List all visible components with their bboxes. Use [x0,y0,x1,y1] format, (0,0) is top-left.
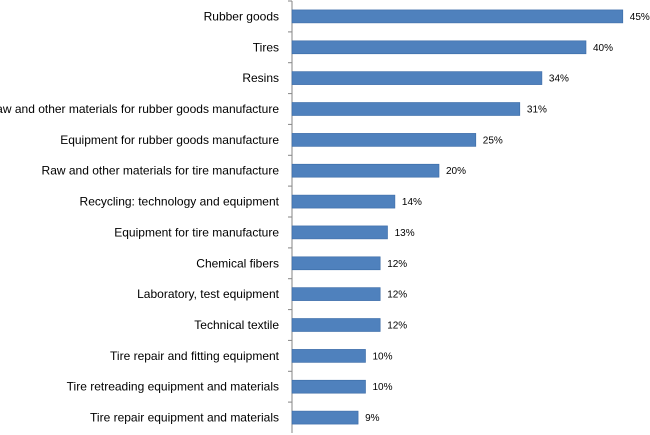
category-label: Recycling: technology and equipment [80,195,280,209]
category-label: Rubber goods [204,9,279,23]
category-label: Raw and other materials for tire manufac… [42,164,280,178]
data-label: 10% [373,351,393,362]
data-label: 34% [549,74,569,85]
data-label: 25% [483,135,503,146]
data-label: 40% [593,43,613,54]
data-label: 20% [446,166,466,177]
category-label: Equipment for rubber goods manufacture [60,133,279,147]
bar [291,256,381,271]
data-label: 14% [402,197,422,208]
bar [291,225,388,240]
bar [291,287,381,301]
category-labels: Rubber goods Tires Resins Raw and other mat… [0,9,280,424]
category-label: Equipment for tire manufacture [114,225,279,239]
bar [291,102,521,116]
data-label: 9% [365,413,380,424]
bar [291,40,587,55]
bar [291,9,624,24]
category-label: Raw and other materials for rubber goods… [0,102,279,116]
bar [291,133,477,147]
bar [291,194,396,209]
category-label: Laboratory, test equipment [137,287,280,301]
category-label: Tire retreading equipment and materials [67,380,279,394]
data-label: 13% [395,228,415,239]
bar [291,379,366,394]
category-label: Chemical fibers [196,256,279,270]
category-label: Resins [242,71,279,85]
bar [291,318,381,332]
bar [291,163,440,178]
bar [291,410,359,425]
data-label: 12% [387,290,407,301]
bar-group [288,0,624,425]
data-label: 12% [387,259,407,270]
data-labels: 45% 40% 34% 31% 25% 20% 14% 13% 12% 12% 12% 10% 10% 9… [365,12,650,424]
bar [291,349,366,363]
bar [291,71,543,85]
category-label: Tire repair equipment and materials [90,411,279,425]
data-label: 10% [373,382,393,393]
data-label: 12% [387,321,407,332]
data-label: 45% [630,12,650,23]
category-label: Tires [253,40,279,54]
category-label: Technical textile [194,318,279,332]
data-label: 31% [527,105,547,116]
category-label: Tire repair and fitting equipment [110,349,280,363]
